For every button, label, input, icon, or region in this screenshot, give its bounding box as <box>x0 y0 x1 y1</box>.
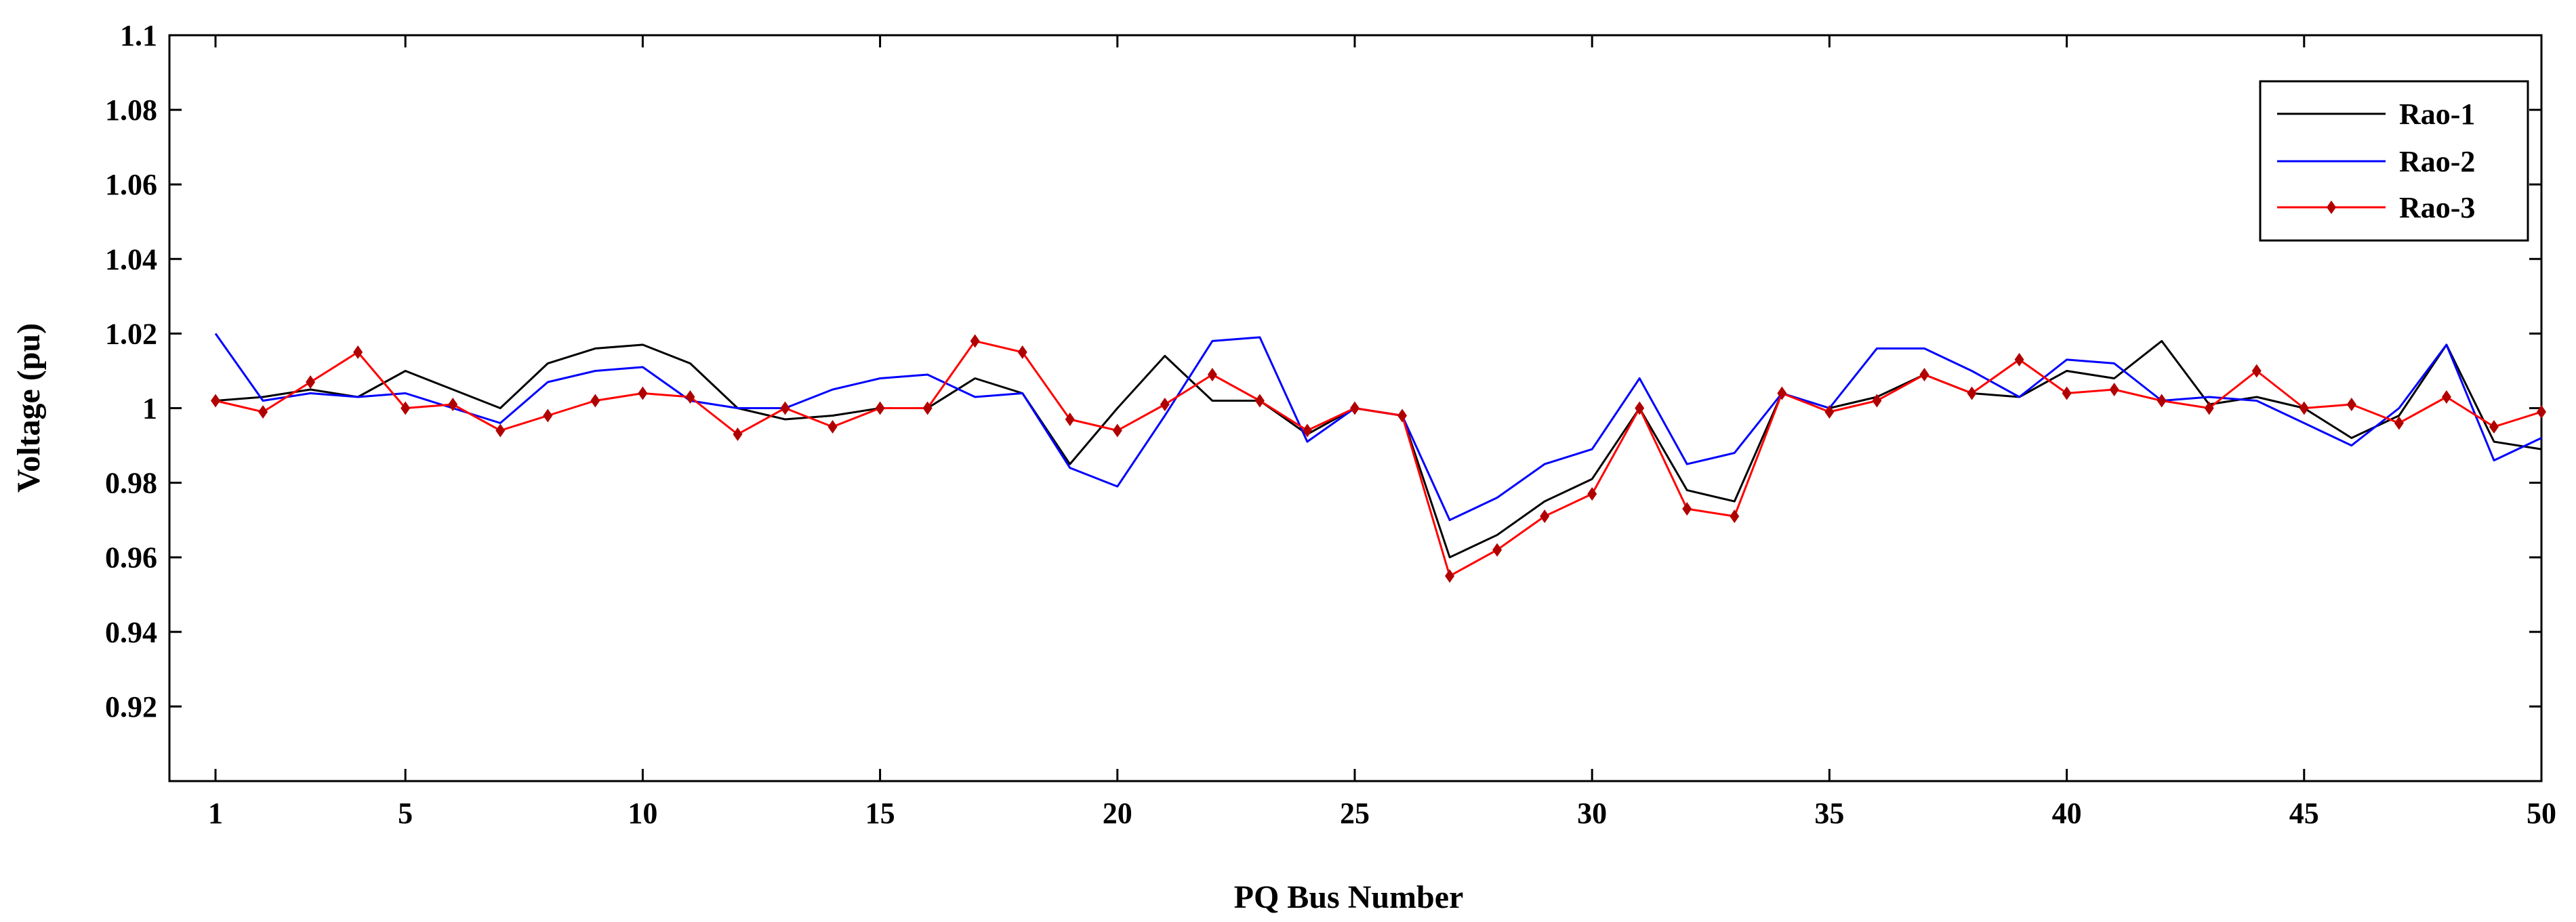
data-point-rao-3 <box>1017 345 1027 359</box>
legend-label-rao-2: Rao-2 <box>2399 145 2475 178</box>
data-point-rao-3 <box>1635 401 1645 415</box>
data-point-rao-3 <box>875 401 885 415</box>
series-line-rao-3 <box>215 339 2542 577</box>
data-point-rao-3 <box>1112 423 1122 438</box>
data-point-rao-3 <box>590 394 600 408</box>
x-tick-label: 20 <box>1103 797 1132 830</box>
data-point-rao-3 <box>495 423 506 438</box>
legend-label-rao-1: Rao-1 <box>2399 98 2475 131</box>
y-tick-label: 0.96 <box>105 541 157 574</box>
data-point-rao-3 <box>543 408 553 423</box>
data-point-rao-3 <box>1445 569 1455 583</box>
data-point-rao-3 <box>2251 364 2262 378</box>
data-point-rao-3 <box>306 375 316 389</box>
legend: Rao-1 Rao-2 Rao-3 <box>2259 80 2529 242</box>
data-point-rao-3 <box>780 401 790 415</box>
data-point-rao-3 <box>1730 509 1740 524</box>
x-tick-label: 45 <box>2289 797 2319 830</box>
data-point-rao-3 <box>1540 509 1550 524</box>
data-point-rao-3 <box>685 390 695 404</box>
x-tick-label: 10 <box>628 797 657 830</box>
y-tick-label: 1.04 <box>105 243 157 276</box>
data-point-rao-3 <box>1682 502 1692 516</box>
y-axis-title: Voltage (pu) <box>11 323 47 493</box>
data-point-rao-3 <box>401 401 411 415</box>
data-point-rao-3 <box>1587 487 1597 501</box>
y-tick-label: 0.94 <box>105 616 157 649</box>
data-point-rao-3 <box>733 427 743 442</box>
data-point-rao-3 <box>1160 397 1170 411</box>
data-point-rao-3 <box>1349 401 1359 415</box>
data-point-rao-3 <box>1872 394 1882 408</box>
data-point-rao-3 <box>922 401 933 415</box>
y-tick-label: 1.1 <box>120 19 157 52</box>
data-point-rao-3 <box>211 394 220 408</box>
data-point-rao-3 <box>258 405 268 419</box>
x-tick-label: 40 <box>2052 797 2082 830</box>
data-point-rao-3 <box>2156 394 2167 408</box>
y-tick-label: 0.92 <box>105 690 157 724</box>
data-point-rao-3 <box>827 420 838 434</box>
legend-label-rao-3: Rao-3 <box>2399 191 2475 224</box>
data-point-rao-3 <box>1397 408 1408 423</box>
x-tick-label: 30 <box>1577 797 1607 830</box>
series-layer <box>211 333 2546 583</box>
legend-marker-rao-3 <box>2327 201 2336 214</box>
data-point-rao-3 <box>1207 367 1217 381</box>
x-tick-label: 50 <box>2527 797 2556 830</box>
data-point-rao-3 <box>1967 386 1977 400</box>
data-point-rao-3 <box>1492 543 1502 557</box>
data-point-rao-3 <box>2346 397 2356 411</box>
x-tick-label: 1 <box>208 797 223 830</box>
x-axis-title: PQ Bus Number <box>1234 879 1464 915</box>
data-point-rao-3 <box>2109 382 2119 396</box>
y-tick-label: 1.06 <box>105 168 157 201</box>
data-point-rao-3 <box>1919 367 1929 381</box>
data-point-rao-3 <box>2489 420 2499 434</box>
data-point-rao-3 <box>2062 386 2072 400</box>
data-point-rao-3 <box>2441 390 2451 404</box>
y-tick-label: 1 <box>142 392 157 425</box>
y-axis: 0.92 0.94 0.96 0.98 1 1.02 1.04 1.06 1.08 1.1 <box>105 19 2541 782</box>
x-axis: 1 5 10 15 20 25 30 35 40 45 50 <box>208 35 2556 830</box>
data-point-rao-3 <box>970 334 980 348</box>
data-point-rao-3 <box>1777 386 1787 400</box>
data-point-rao-3 <box>1824 405 1835 419</box>
x-tick-label: 25 <box>1340 797 1370 830</box>
data-point-rao-3 <box>2394 416 2404 430</box>
x-tick-label: 15 <box>865 797 895 830</box>
data-point-rao-3 <box>1254 394 1265 408</box>
y-tick-label: 0.98 <box>105 467 157 500</box>
x-tick-label: 5 <box>398 797 413 830</box>
data-point-rao-3 <box>2537 405 2546 419</box>
data-point-rao-3 <box>353 345 363 359</box>
y-tick-label: 1.08 <box>105 93 157 127</box>
data-point-rao-3 <box>2204 401 2214 415</box>
data-point-rao-3 <box>2014 352 2024 366</box>
data-point-rao-3 <box>638 386 648 400</box>
data-point-rao-3 <box>1065 413 1075 427</box>
x-tick-label: 35 <box>1814 797 1844 830</box>
y-tick-label: 1.02 <box>105 317 157 350</box>
data-point-rao-3 <box>2299 401 2309 415</box>
data-point-rao-3 <box>1302 423 1312 438</box>
data-point-rao-3 <box>448 397 458 411</box>
